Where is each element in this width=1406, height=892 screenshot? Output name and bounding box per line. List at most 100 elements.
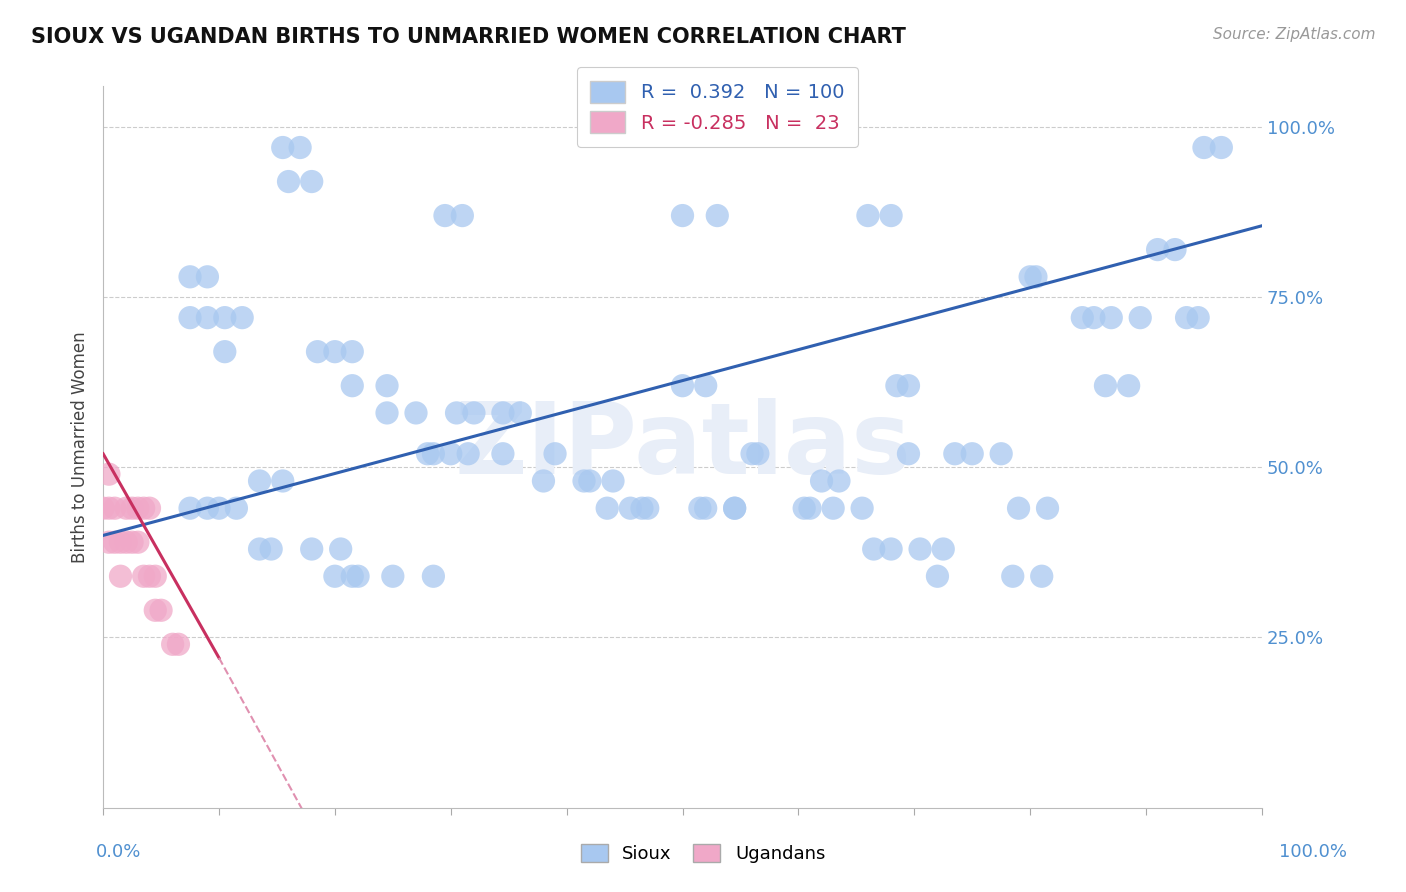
Point	[104, 501, 127, 516]
Point	[862, 541, 884, 556]
Point	[132, 569, 155, 583]
Point	[143, 569, 166, 583]
Point	[886, 378, 908, 392]
Point	[671, 378, 693, 392]
Point	[249, 474, 271, 488]
Point	[127, 501, 149, 516]
Point	[990, 447, 1012, 461]
Point	[288, 140, 311, 154]
Point	[301, 175, 323, 189]
Point	[323, 569, 346, 583]
Point	[1099, 310, 1122, 325]
Point	[932, 541, 955, 556]
Point	[1036, 501, 1059, 516]
Point	[602, 474, 624, 488]
Point	[463, 406, 485, 420]
Point	[637, 501, 659, 516]
Point	[307, 344, 329, 359]
Point	[724, 501, 747, 516]
Point	[121, 501, 143, 516]
Point	[97, 467, 120, 482]
Point	[127, 535, 149, 549]
Point	[927, 569, 949, 583]
Y-axis label: Births to Unmarried Women: Births to Unmarried Women	[72, 331, 89, 563]
Point	[214, 310, 236, 325]
Point	[492, 447, 515, 461]
Point	[301, 541, 323, 556]
Point	[225, 501, 247, 516]
Point	[115, 501, 138, 516]
Text: 0.0%: 0.0%	[96, 843, 141, 861]
Point	[260, 541, 283, 556]
Point	[197, 310, 219, 325]
Point	[1007, 501, 1029, 516]
Point	[1211, 140, 1233, 154]
Point	[381, 569, 404, 583]
Point	[1083, 310, 1105, 325]
Point	[422, 569, 444, 583]
Point	[97, 501, 120, 516]
Point	[97, 535, 120, 549]
Point	[375, 406, 398, 420]
Point	[271, 140, 294, 154]
Point	[179, 310, 201, 325]
Point	[741, 447, 763, 461]
Point	[375, 378, 398, 392]
Point	[208, 501, 231, 516]
Point	[110, 569, 132, 583]
Point	[277, 175, 299, 189]
Point	[1031, 569, 1053, 583]
Point	[347, 569, 370, 583]
Text: SIOUX VS UGANDAN BIRTHS TO UNMARRIED WOMEN CORRELATION CHART: SIOUX VS UGANDAN BIRTHS TO UNMARRIED WOM…	[31, 27, 905, 46]
Text: ZIPatlas: ZIPatlas	[454, 399, 911, 495]
Point	[1146, 243, 1168, 257]
Point	[631, 501, 654, 516]
Point	[422, 447, 444, 461]
Point	[828, 474, 851, 488]
Point	[509, 406, 531, 420]
Point	[197, 269, 219, 284]
Point	[115, 535, 138, 549]
Point	[329, 541, 352, 556]
Point	[695, 501, 717, 516]
Point	[856, 209, 879, 223]
Point	[451, 209, 474, 223]
Point	[880, 541, 903, 556]
Point	[1192, 140, 1215, 154]
Text: Source: ZipAtlas.com: Source: ZipAtlas.com	[1212, 27, 1375, 42]
Legend: R =  0.392   N = 100, R = -0.285   N =  23: R = 0.392 N = 100, R = -0.285 N = 23	[576, 67, 858, 147]
Point	[724, 501, 747, 516]
Point	[908, 541, 931, 556]
Point	[143, 603, 166, 617]
Point	[342, 569, 364, 583]
Point	[1019, 269, 1042, 284]
Point	[1094, 378, 1116, 392]
Point	[138, 501, 160, 516]
Point	[1118, 378, 1140, 392]
Point	[799, 501, 821, 516]
Point	[179, 501, 201, 516]
Point	[446, 406, 468, 420]
Point	[179, 269, 201, 284]
Point	[110, 535, 132, 549]
Point	[960, 447, 983, 461]
Text: 100.0%: 100.0%	[1279, 843, 1347, 861]
Point	[578, 474, 600, 488]
Point	[1187, 310, 1209, 325]
Point	[943, 447, 966, 461]
Point	[492, 406, 515, 420]
Point	[897, 447, 920, 461]
Point	[214, 344, 236, 359]
Legend: Sioux, Ugandans: Sioux, Ugandans	[572, 835, 834, 872]
Point	[167, 637, 190, 651]
Point	[897, 378, 920, 392]
Point	[150, 603, 173, 617]
Point	[162, 637, 184, 651]
Point	[231, 310, 253, 325]
Point	[810, 474, 832, 488]
Point	[533, 474, 555, 488]
Point	[1129, 310, 1152, 325]
Point	[689, 501, 711, 516]
Point	[197, 501, 219, 516]
Point	[544, 447, 567, 461]
